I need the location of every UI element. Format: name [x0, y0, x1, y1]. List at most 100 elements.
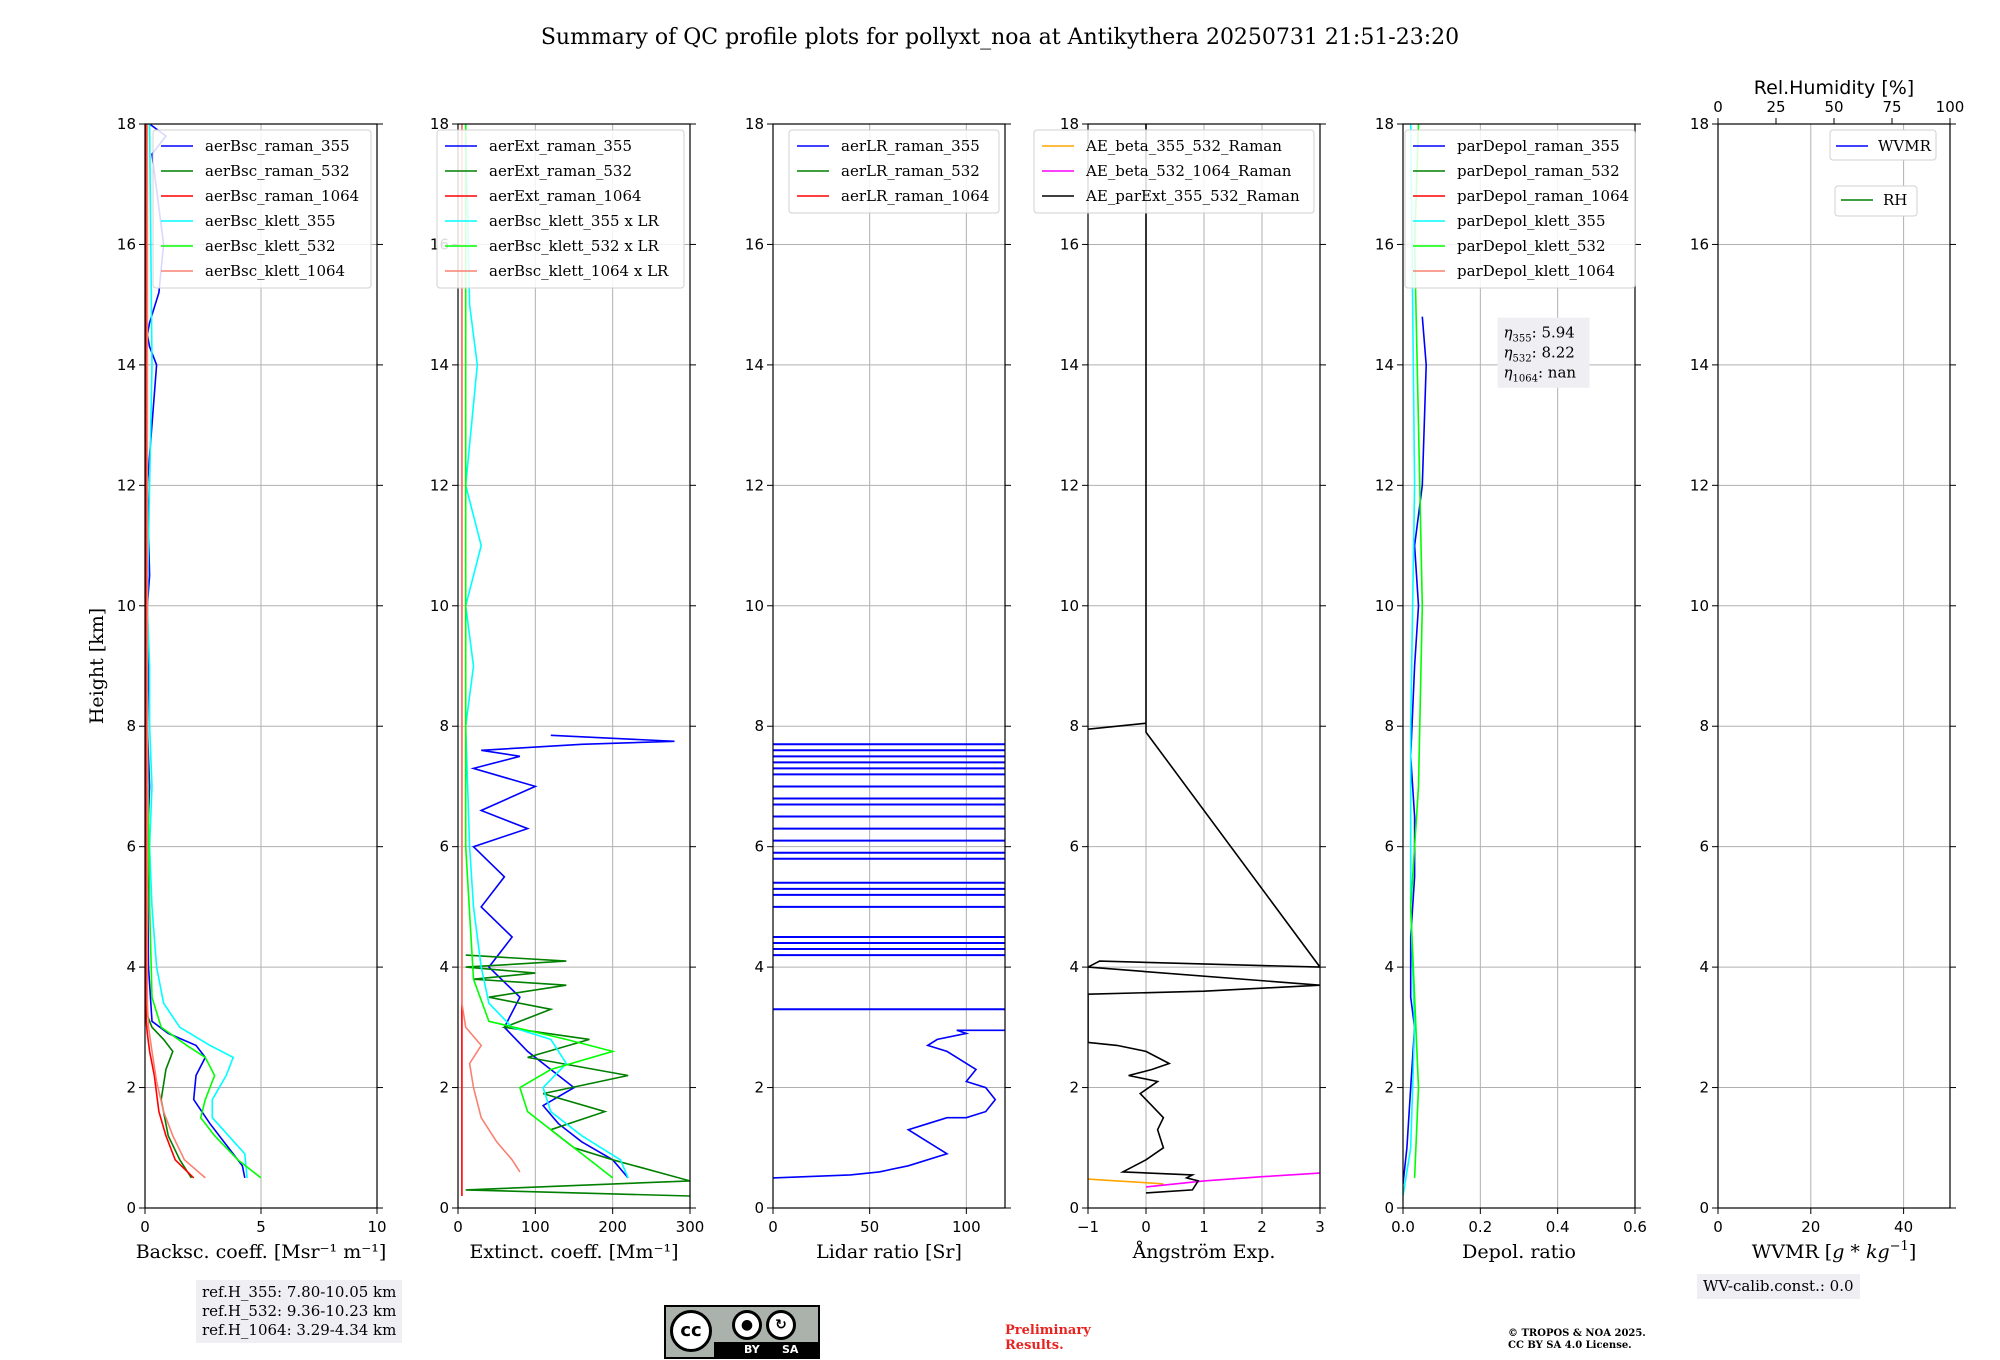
legend-label: aerBsc_raman_1064 — [205, 187, 359, 205]
y-tick-label: 6 — [126, 838, 136, 856]
x-tick-label: 5 — [256, 1218, 266, 1236]
series-group — [461, 124, 690, 1197]
y-tick-label: 0 — [1384, 1199, 1394, 1217]
top-x-tick-label: 50 — [1824, 98, 1843, 116]
legend-box — [152, 129, 372, 289]
y-tick-label: 10 — [1375, 597, 1394, 615]
x-tick-label: −1 — [1077, 1218, 1099, 1236]
ref-height-1064: ref.H_1064: 3.29-4.34 km — [202, 1321, 397, 1339]
series-line-aerBsc_klett_532 x LR — [464, 124, 616, 1179]
reference-heights-box: ref.H_355: 7.80-10.05 km ref.H_532: 9.36… — [196, 1280, 403, 1343]
x-tick-label: 0.6 — [1623, 1218, 1647, 1236]
legend-label: parDepol_klett_1064 — [1457, 262, 1615, 280]
series-line-aerBsc_klett_1064 — [146, 124, 206, 1179]
top-x-tick-label: 25 — [1766, 98, 1785, 116]
series-group — [1403, 124, 1428, 1197]
top-x-tick-label: 100 — [1936, 98, 1965, 116]
y-tick-label: 4 — [1069, 958, 1079, 976]
y-tick-label: 6 — [1699, 838, 1709, 856]
y-tick-label: 18 — [1060, 115, 1079, 133]
x-tick-label: 20 — [1801, 1218, 1820, 1236]
cc-sa-label: SA — [782, 1343, 799, 1356]
legend-label: aerBsc_klett_355 x LR — [489, 212, 660, 230]
x-tick-label: 200 — [598, 1218, 627, 1236]
x-tick-label: 0 — [1713, 1218, 1723, 1236]
x-tick-label: 10 — [367, 1218, 386, 1236]
axes-frame — [457, 123, 691, 1209]
person-icon: ● — [732, 1310, 762, 1340]
legend-label: RH — [1883, 191, 1907, 209]
y-tick-label: 12 — [745, 476, 764, 494]
series-group — [773, 1029, 1005, 1179]
x-tick-label: 100 — [521, 1218, 550, 1236]
legend-label: aerExt_raman_355 — [489, 137, 632, 155]
y-tick-label: 8 — [126, 717, 136, 735]
y-tick-label: 10 — [117, 597, 136, 615]
legend-label: aerBsc_raman_355 — [205, 137, 350, 155]
y-tick-label: 14 — [117, 356, 136, 374]
top-x-axis-label: Rel.Humidity [%] — [1754, 77, 1914, 99]
x-axis-label: Depol. ratio — [1462, 1241, 1576, 1263]
legend-label: parDepol_raman_1064 — [1457, 187, 1629, 205]
x-tick-label: 0.0 — [1391, 1218, 1415, 1236]
legend-label: parDepol_raman_532 — [1457, 162, 1620, 180]
x-tick-label: 2 — [1257, 1218, 1267, 1236]
y-tick-label: 2 — [439, 1079, 449, 1097]
y-tick-label: 18 — [1375, 115, 1394, 133]
legend-box — [436, 129, 685, 289]
cc-logo-icon: cc — [670, 1310, 712, 1352]
y-tick-label: 10 — [745, 597, 764, 615]
cc-license-badge: cc ● ↻ BY SA — [664, 1305, 820, 1359]
y-tick-label: 6 — [439, 838, 449, 856]
x-tick-label: 100 — [952, 1218, 981, 1236]
x-tick-label: 3 — [1315, 1218, 1325, 1236]
legend-label: AE_beta_532_1064_Raman — [1085, 162, 1292, 180]
panel-water-vapor: 0 20 40 0 2 4 6 8 10 12 14 16 18 WVMR [g * kg−1] 0 25 50… — [1690, 77, 1964, 1263]
series-line-aerBsc_klett_355 x LR — [464, 124, 629, 1179]
series-line-aerBsc_klett_532 — [146, 124, 262, 1179]
legend-box — [1404, 129, 1636, 289]
preliminary-note: Preliminary Results. — [1005, 1323, 1091, 1353]
y-tick-label: 0 — [439, 1199, 449, 1217]
eta-annotation-line: η532: 8.22 — [1504, 344, 1575, 365]
y-tick-label: 0 — [754, 1199, 764, 1217]
y-tick-label: 12 — [1375, 476, 1394, 494]
legend-box — [1033, 129, 1315, 214]
y-tick-label: 14 — [1060, 356, 1079, 374]
panel-depolarization: 0.0 0.2 0.4 0.6 0 2 4 6 8 10 12 14 16 18 Depol. ratio p… — [1375, 115, 1647, 1263]
x-tick-label: 0 — [768, 1218, 778, 1236]
legend-label: parDepol_klett_355 — [1457, 212, 1606, 230]
top-x-tick-label: 0 — [1713, 98, 1723, 116]
y-tick-label: 12 — [430, 476, 449, 494]
y-tick-label: 4 — [439, 958, 449, 976]
legend-label: aerLR_raman_355 — [841, 137, 980, 155]
y-tick-label: 10 — [1690, 597, 1709, 615]
series-group — [1088, 124, 1320, 1194]
x-axis-label: Backsc. coeff. [Msr⁻¹ m⁻¹] — [136, 1241, 387, 1263]
y-tick-label: 2 — [126, 1079, 136, 1097]
eta-annotation-line: η1064: nan — [1504, 364, 1577, 385]
y-tick-label: 12 — [117, 476, 136, 494]
y-tick-label: 8 — [754, 717, 764, 735]
x-tick-label: 50 — [860, 1218, 879, 1236]
series-line-aerExt_raman_355 — [470, 734, 675, 1179]
y-tick-label: 0 — [126, 1199, 136, 1217]
panel-lidar-ratio: 0 50 100 0 2 4 6 8 10 12 14 16 18 Lidar ratio [Sr] aer… — [745, 115, 1011, 1263]
y-tick-label: 0 — [1069, 1199, 1079, 1217]
legend-label: aerExt_raman_532 — [489, 162, 632, 180]
legend-label: parDepol_raman_355 — [1457, 137, 1620, 155]
ref-height-355: ref.H_355: 7.80-10.05 km — [202, 1283, 397, 1301]
y-tick-label: 2 — [1699, 1079, 1709, 1097]
legend-label: parDepol_klett_532 — [1457, 237, 1606, 255]
series-group — [145, 124, 262, 1179]
series-line-aerBsc_raman_1064 — [145, 124, 195, 1179]
panel-extinction: 0100200300024681012141618Extinct. coeff.… — [430, 115, 704, 1263]
axes-frame — [1402, 123, 1636, 1209]
legend-label: AE_beta_355_532_Raman — [1085, 137, 1282, 155]
legend-label: aerExt_raman_1064 — [489, 187, 642, 205]
legend-label: aerBsc_klett_1064 — [205, 262, 345, 280]
y-tick-label: 16 — [1690, 235, 1709, 253]
series-line-parDepol_klett_532 — [1409, 124, 1424, 1178]
y-tick-label: 4 — [126, 958, 136, 976]
